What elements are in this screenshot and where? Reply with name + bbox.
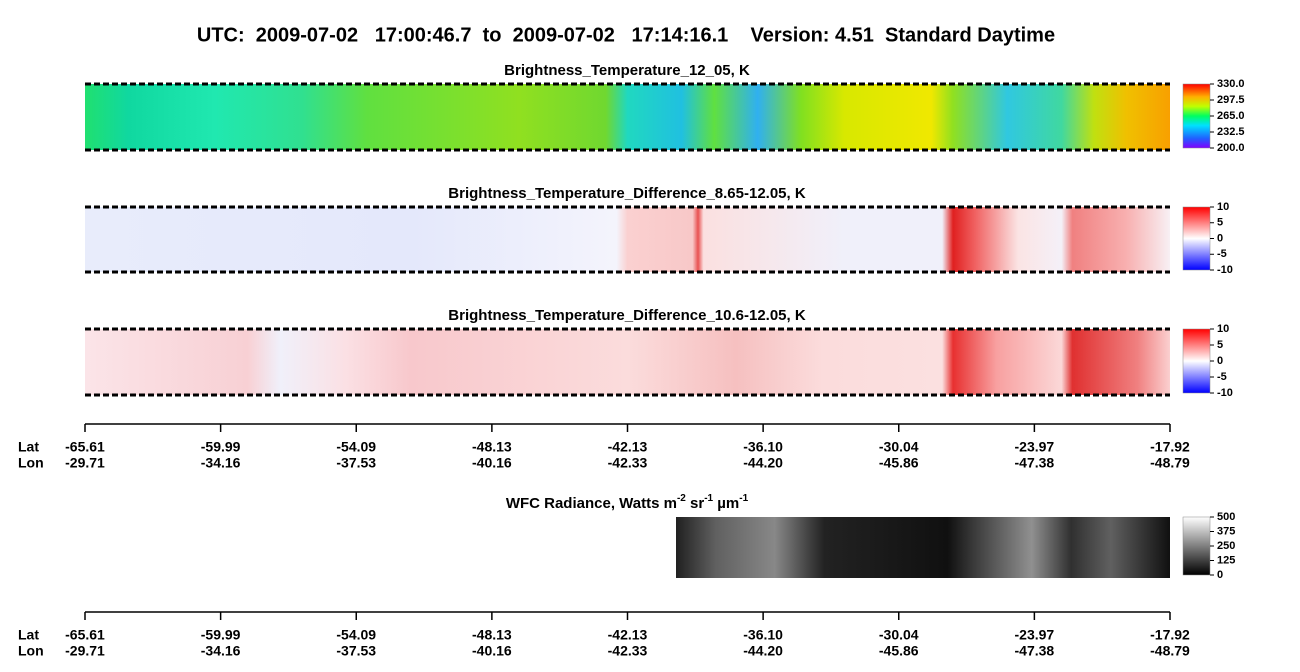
colorbar-label: 330.0 [1217, 78, 1245, 90]
panel-title: Brightness_Temperature_Difference_10.6-1… [448, 307, 806, 324]
axis-tick-label: -37.53 [336, 455, 376, 471]
colorbar-label: 297.5 [1217, 94, 1245, 106]
axis-tick-label: -54.09 [336, 627, 376, 643]
title-part: µm [713, 495, 739, 512]
colorbar-label: 250 [1217, 540, 1235, 552]
axis-tick-label: -44.20 [743, 643, 783, 659]
axis-tick-label: -65.61 [65, 439, 105, 455]
colorbar-label: -10 [1217, 264, 1233, 276]
axis-tick-label: -45.86 [879, 455, 919, 471]
panel-title: Brightness_Temperature_12_05, K [504, 62, 750, 79]
axis-row-label: Lon [18, 643, 44, 659]
axis-tick-label: -36.10 [743, 627, 783, 643]
axis-row-label: Lon [18, 455, 44, 471]
title-part: -2 [677, 493, 686, 504]
colorbar-label: 265.0 [1217, 110, 1245, 122]
axis-tick-label: -42.33 [608, 455, 648, 471]
colorbar [1182, 328, 1211, 394]
colorbar-label: 375 [1217, 525, 1235, 537]
axis-tick-label: -59.99 [201, 627, 241, 643]
colorbar [1182, 83, 1211, 149]
panel-title: Brightness_Temperature_Difference_8.65-1… [448, 185, 806, 202]
colorbar-label: 0 [1217, 232, 1223, 244]
colorbar-label: 232.5 [1217, 126, 1245, 138]
title-part: -1 [704, 493, 713, 504]
axis-tick-label: -34.16 [201, 455, 241, 471]
colorbar-label: -5 [1217, 248, 1227, 260]
axis-tick-label: -47.38 [1015, 643, 1055, 659]
axis-tick-label: -48.13 [472, 439, 512, 455]
panel-image [85, 329, 1170, 395]
axis-tick-label: -37.53 [336, 643, 376, 659]
colorbar-label: 500 [1217, 511, 1235, 523]
axis-tick-label: -30.04 [879, 627, 919, 643]
colorbar [1182, 516, 1211, 576]
axis-row-label: Lat [18, 627, 39, 643]
colorbar-label: 125 [1217, 554, 1235, 566]
title-part: sr [686, 495, 705, 512]
colorbar-label: 0 [1217, 569, 1223, 581]
axis-tick-label: -48.13 [472, 627, 512, 643]
axis-tick-label: -65.61 [65, 627, 105, 643]
panel-title: WFC Radiance, Watts m-2 sr-1 µm-1 [506, 493, 749, 512]
page-title: UTC: 2009-07-02 17:00:46.7 to 2009-07-02… [197, 24, 1055, 46]
axis-tick-label: -17.92 [1150, 439, 1190, 455]
colorbar-label: 5 [1217, 339, 1223, 351]
title-part: -1 [739, 493, 748, 504]
colorbar-label: -10 [1217, 387, 1233, 399]
axis-tick-label: -47.38 [1015, 455, 1055, 471]
colorbar-label: 0 [1217, 355, 1223, 367]
axis-tick-label: -30.04 [879, 439, 919, 455]
axis-tick-label: -42.13 [608, 627, 648, 643]
axis-tick-label: -29.71 [65, 643, 105, 659]
axis-tick-label: -42.13 [608, 439, 648, 455]
axis-tick-label: -40.16 [472, 643, 512, 659]
axis-tick-label: -59.99 [201, 439, 241, 455]
axis-tick-label: -17.92 [1150, 627, 1190, 643]
axis-tick-label: -44.20 [743, 455, 783, 471]
axis-tick-label: -42.33 [608, 643, 648, 659]
panel-image [85, 84, 1170, 150]
colorbar-label: 10 [1217, 201, 1229, 213]
panel-image [85, 207, 1170, 272]
colorbar-label: 10 [1217, 323, 1229, 335]
axis-tick-label: -48.79 [1150, 455, 1190, 471]
title-part: WFC Radiance, Watts m [506, 495, 677, 512]
axis-tick-label: -45.86 [879, 643, 919, 659]
axis-tick-label: -54.09 [336, 439, 376, 455]
axis-row-label: Lat [18, 439, 39, 455]
axis-tick-label: -48.79 [1150, 643, 1190, 659]
panel-image [676, 517, 1170, 578]
colorbar-label: 5 [1217, 217, 1223, 229]
colorbar-label: -5 [1217, 371, 1227, 383]
axis-tick-label: -36.10 [743, 439, 783, 455]
colorbar [1182, 206, 1211, 271]
colorbar-label: 200.0 [1217, 142, 1245, 154]
axis-tick-label: -34.16 [201, 643, 241, 659]
axis-tick-label: -23.97 [1015, 439, 1055, 455]
axis-tick-label: -29.71 [65, 455, 105, 471]
axis-tick-label: -23.97 [1015, 627, 1055, 643]
axis-tick-label: -40.16 [472, 455, 512, 471]
